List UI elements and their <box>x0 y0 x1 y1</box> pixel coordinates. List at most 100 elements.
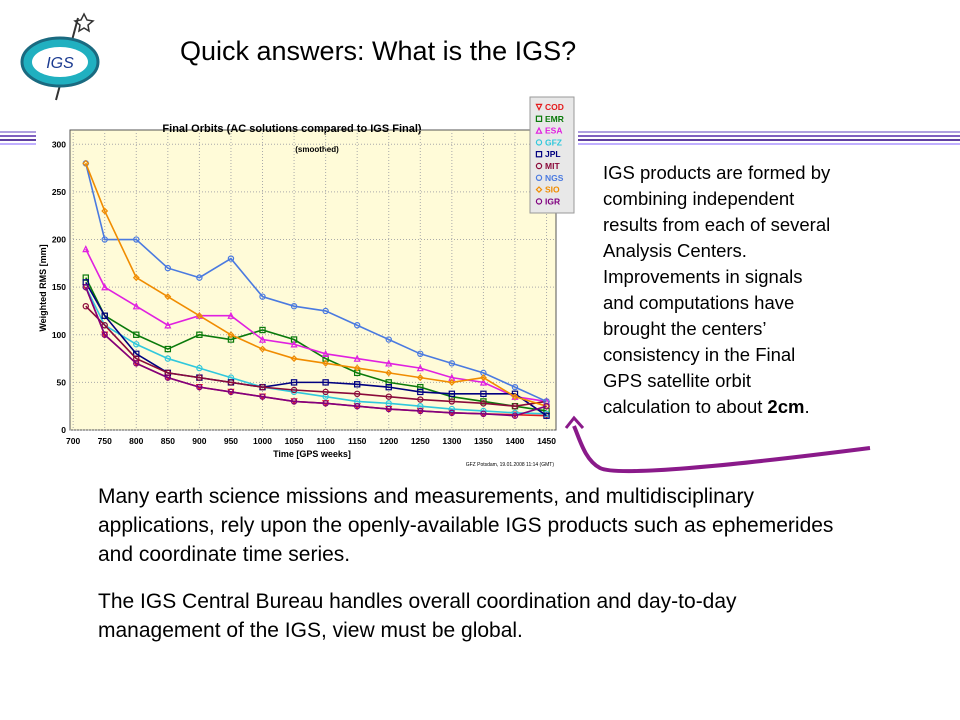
x-tick-label: 1450 <box>537 436 556 446</box>
data-point <box>511 402 519 410</box>
data-point <box>196 274 203 281</box>
data-point <box>290 398 298 405</box>
data-point <box>132 274 140 282</box>
x-tick-label: 1350 <box>474 436 493 446</box>
data-point <box>133 341 140 348</box>
side-text-line: results from each of several <box>603 214 831 235</box>
y-axis-label: Weighted RMS [mm] <box>38 244 48 331</box>
body-paragraph: Many earth science missions and measurem… <box>98 485 834 566</box>
data-point <box>290 379 298 386</box>
series-line <box>85 163 547 403</box>
data-point <box>133 236 140 243</box>
chart-subtitle: (smoothed) <box>295 145 339 154</box>
data-point <box>196 331 203 338</box>
data-point <box>417 396 424 403</box>
side-text: IGS products are formed by combining inde… <box>603 160 830 420</box>
data-point <box>259 383 266 391</box>
legend-label: IGR <box>545 196 560 206</box>
x-tick-label: 700 <box>66 436 80 446</box>
legend-marker <box>535 151 543 158</box>
x-tick-label: 1400 <box>506 436 525 446</box>
data-point <box>133 360 140 367</box>
data-point <box>164 321 172 329</box>
data-point <box>133 331 140 338</box>
data-point <box>543 402 550 410</box>
body-paragraph: The IGS Central Bureau handles overall c… <box>98 590 737 642</box>
x-tick-label: 750 <box>98 436 112 446</box>
logo-text: IGS <box>46 55 74 72</box>
data-point <box>82 302 89 310</box>
x-axis-label: Time [GPS weeks] <box>273 449 351 459</box>
x-tick-label: 1250 <box>411 436 430 446</box>
arrow-head <box>564 415 585 430</box>
data-point <box>322 388 329 396</box>
logo: IGS <box>20 12 100 101</box>
data-point <box>385 369 393 377</box>
side-text-line: consistency in the Final <box>603 344 796 365</box>
data-point <box>385 393 392 400</box>
data-point <box>543 412 550 419</box>
legend-label: EMR <box>545 114 564 124</box>
data-point <box>164 355 172 362</box>
series-line <box>85 163 547 407</box>
legend-marker <box>535 174 543 181</box>
data-point <box>101 207 109 215</box>
data-point <box>82 283 89 291</box>
data-point <box>353 322 361 329</box>
data-point <box>448 360 456 367</box>
side-text-end: . <box>804 396 810 417</box>
data-point <box>353 402 361 410</box>
data-point <box>385 359 393 367</box>
side-text-line: GPS satellite orbit <box>603 370 752 391</box>
data-point <box>322 379 329 386</box>
chart-footnote: GFZ Potsdam, 19.01.2008 11:14 (GMT) <box>466 462 555 468</box>
data-point <box>259 393 266 400</box>
data-point <box>227 388 235 396</box>
data-point <box>385 336 392 343</box>
data-point <box>322 359 330 367</box>
data-point <box>164 264 172 272</box>
legend-label: JPL <box>545 149 561 159</box>
plot-area <box>69 129 557 431</box>
data-point <box>259 326 266 334</box>
data-point <box>164 374 172 381</box>
legend-label: SIO <box>545 185 560 195</box>
data-point <box>479 374 487 382</box>
side-text-line: Analysis Centers. <box>603 240 747 261</box>
series-line <box>85 281 547 417</box>
legend-label: COD <box>545 102 564 112</box>
y-tick-label: 0 <box>61 425 66 435</box>
side-text-line: combining independent <box>603 188 795 209</box>
x-tick-label: 1200 <box>379 436 398 446</box>
legend-marker <box>535 115 543 122</box>
data-point <box>448 398 456 405</box>
data-point <box>227 255 235 262</box>
data-point <box>164 345 172 353</box>
data-point <box>448 390 456 398</box>
legend-label: MIT <box>545 161 560 171</box>
x-tick-label: 800 <box>129 436 143 446</box>
legend-label: NGS <box>545 173 564 183</box>
data-point <box>227 379 235 386</box>
x-tick-label: 850 <box>161 436 175 446</box>
data-point <box>417 388 424 396</box>
data-point <box>196 383 203 391</box>
data-point <box>353 354 361 362</box>
side-text-line: IGS products are formed by <box>603 162 831 183</box>
data-point <box>196 374 203 381</box>
y-tick-label: 150 <box>52 282 66 292</box>
chart-title: Final Orbits (AC solutions compared to I… <box>162 123 421 135</box>
data-point <box>227 311 235 319</box>
data-point <box>448 405 456 413</box>
data-point <box>101 322 108 329</box>
data-point <box>511 383 519 391</box>
x-tick-label: 950 <box>224 436 238 446</box>
x-tick-label: 900 <box>192 436 206 446</box>
legend-marker <box>535 126 543 134</box>
data-point <box>479 378 487 386</box>
side-text-line: brought the centers’ <box>603 318 767 339</box>
data-point <box>101 312 108 319</box>
x-tick-label: 1150 <box>348 436 367 446</box>
